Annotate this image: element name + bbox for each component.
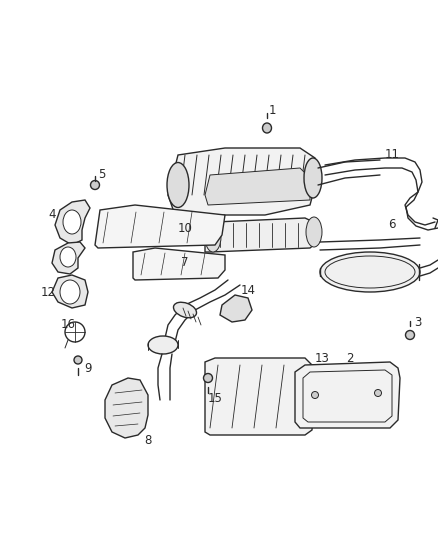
Text: 3: 3 xyxy=(414,317,422,329)
Text: 9: 9 xyxy=(84,361,92,375)
Text: 15: 15 xyxy=(208,392,223,405)
Text: 10: 10 xyxy=(177,222,192,235)
Polygon shape xyxy=(95,205,225,248)
Polygon shape xyxy=(220,295,252,322)
Ellipse shape xyxy=(374,390,381,397)
Ellipse shape xyxy=(74,356,82,364)
Text: 16: 16 xyxy=(60,319,75,332)
Ellipse shape xyxy=(60,280,80,304)
Text: 6: 6 xyxy=(388,219,396,231)
Ellipse shape xyxy=(91,181,99,190)
Text: 8: 8 xyxy=(144,433,152,447)
Text: 14: 14 xyxy=(240,284,255,296)
Text: 7: 7 xyxy=(181,256,189,270)
Polygon shape xyxy=(205,218,320,252)
Polygon shape xyxy=(295,362,400,428)
Text: 5: 5 xyxy=(98,168,106,182)
Text: 4: 4 xyxy=(48,208,56,222)
Ellipse shape xyxy=(167,163,189,207)
Ellipse shape xyxy=(311,392,318,399)
Text: 13: 13 xyxy=(314,351,329,365)
Ellipse shape xyxy=(63,210,81,234)
Text: 1: 1 xyxy=(268,103,276,117)
Polygon shape xyxy=(55,200,90,245)
Text: 12: 12 xyxy=(40,286,56,298)
Ellipse shape xyxy=(204,374,212,383)
Ellipse shape xyxy=(406,330,414,340)
Ellipse shape xyxy=(205,222,221,252)
Polygon shape xyxy=(133,248,225,280)
Text: 11: 11 xyxy=(385,149,399,161)
Polygon shape xyxy=(205,168,310,205)
Ellipse shape xyxy=(60,247,76,267)
Polygon shape xyxy=(105,378,148,438)
Polygon shape xyxy=(168,148,318,215)
Polygon shape xyxy=(52,275,88,308)
Ellipse shape xyxy=(302,396,314,414)
Ellipse shape xyxy=(148,336,178,354)
Ellipse shape xyxy=(320,252,420,292)
Polygon shape xyxy=(205,358,315,435)
Polygon shape xyxy=(52,242,85,274)
Text: 2: 2 xyxy=(346,351,354,365)
Ellipse shape xyxy=(304,158,322,198)
Ellipse shape xyxy=(173,302,197,318)
Ellipse shape xyxy=(262,123,272,133)
Ellipse shape xyxy=(306,217,322,247)
